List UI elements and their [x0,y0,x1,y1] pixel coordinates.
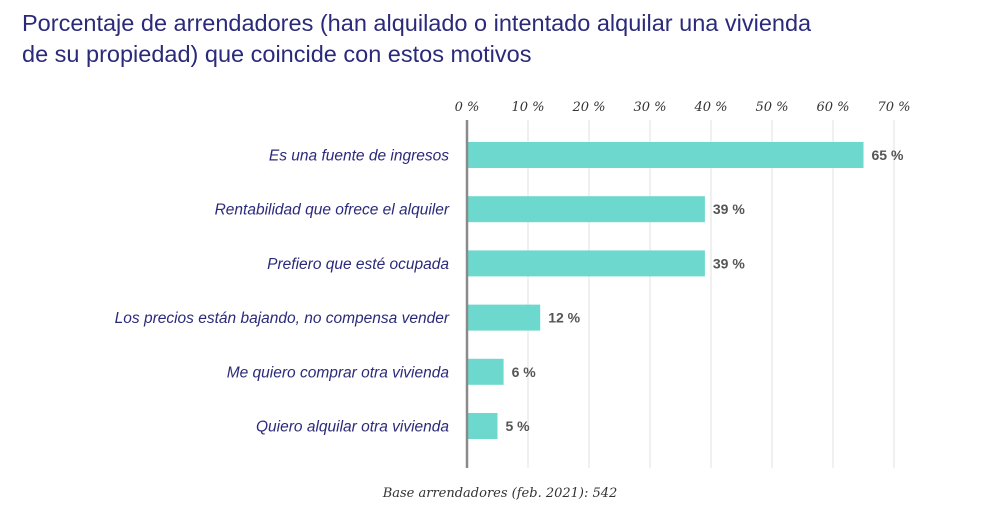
category-label-1: Es una fuente de ingresos [269,148,449,165]
bar-4 [467,304,541,331]
x-tick-label-70: 70 % [877,100,910,115]
category-label-5: Me quiero comprar otra vivienda [227,364,450,381]
category-label-3: Prefiero que esté ocupada [267,256,449,273]
chart-title-line-1: Porcentaje de arrendadores (han alquilad… [22,10,812,36]
value-label-2: 39 % [713,201,745,217]
category-label-6: Quiero alquilar otra vivienda [256,419,449,436]
bar-2 [467,196,705,223]
x-tick-label-20: 20 % [571,100,605,115]
x-tick-label-50: 50 % [755,100,788,115]
bar-3 [467,250,705,277]
chart-title-line-2: de su propiedad) que coincide con estos … [22,41,532,67]
value-labels: 65 % 39 % 39 % 12 % 6 % 5 % [506,147,904,434]
bar-1 [467,142,864,168]
category-label-2: Rentabilidad que ofrece el alquiler [215,202,450,219]
x-axis-tick-labels: 0 % 10 % 20 % 30 % 40 % 50 % 60 % 70 % [455,100,911,115]
value-label-1: 65 % [872,147,904,163]
x-tick-label-10: 10 % [511,100,544,115]
bar-5 [467,358,504,385]
value-label-3: 39 % [713,255,745,271]
x-tick-label-0: 0 % [455,100,480,115]
x-tick-label-30: 30 % [633,100,666,115]
chart-title: Porcentaje de arrendadores (han alquilad… [22,8,922,70]
category-labels: Es una fuente de ingresos Rentabilidad qu… [115,148,450,436]
category-label-4: Los precios están bajando, no compensa v… [115,310,450,327]
footnote: Base arrendadores (feb. 2021): 542 [382,486,618,501]
bars [467,142,864,439]
gridlines [527,120,895,468]
value-label-6: 5 % [506,418,531,434]
value-label-5: 6 % [512,364,537,380]
x-tick-label-60: 60 % [816,100,849,115]
x-tick-label-40: 40 % [693,100,727,115]
value-label-4: 12 % [548,310,580,326]
bar-6 [467,413,498,439]
